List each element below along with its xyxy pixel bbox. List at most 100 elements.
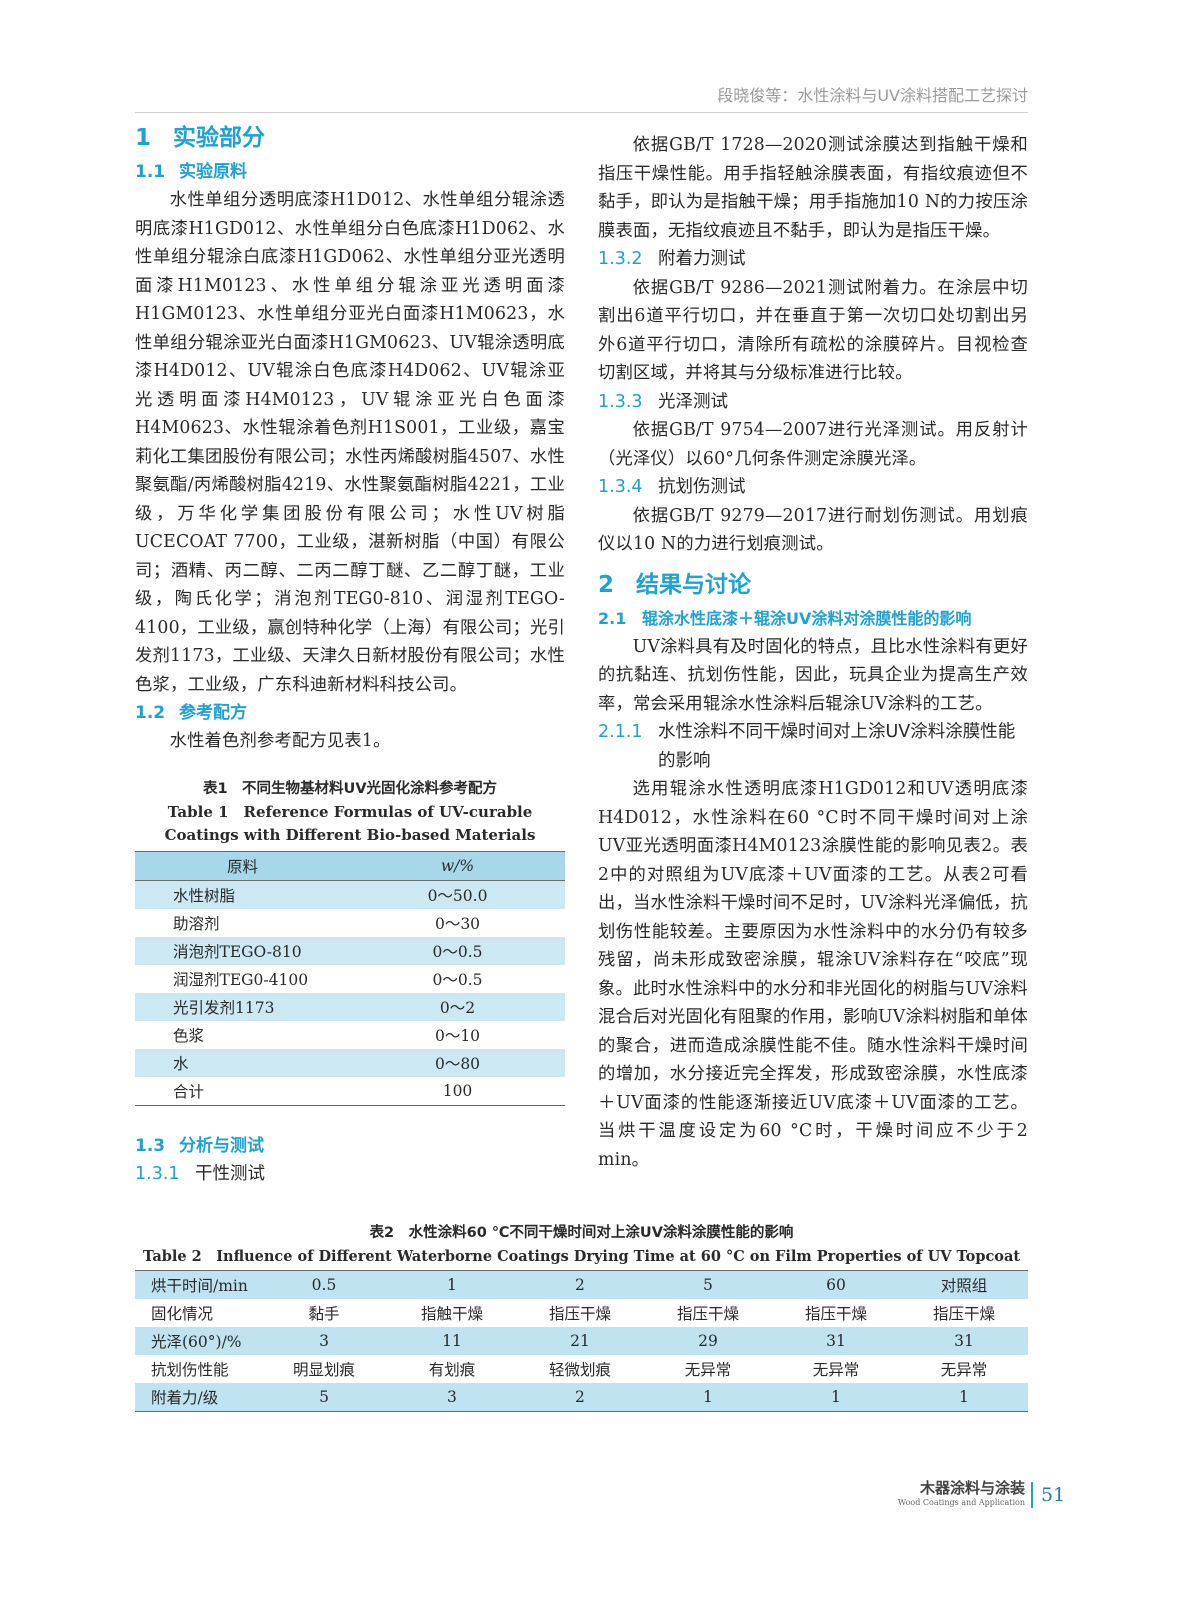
- left-column: 1 实验部分 1.1 实验原料 水性单组分透明底漆H1D012、水性单组分辊涂透明底…: [135, 118, 565, 1188]
- table1-caption-en: Table 1 Reference Formulas of UV-curable…: [164, 802, 536, 844]
- table1-caption-cn: 表1 不同生物基材料UV光固化涂料参考配方: [202, 780, 498, 797]
- table-row: 润湿剂TEG0-4100 0～0.5: [135, 965, 565, 993]
- table-cell: 21: [515, 1327, 644, 1355]
- running-header: 段晓俊等：水性涂料与UV涂料搭配工艺探讨: [135, 82, 1028, 113]
- section-title: 干性测试: [195, 1163, 265, 1184]
- section-number: 1.3.1: [135, 1163, 180, 1184]
- uv-paragraph: UV涂料具有及时固化的特点，且比水性涂料有更好的抗黏连、抗划伤性能，因此，玩具企…: [598, 636, 1028, 714]
- table2-block: 表2 水性涂料60 ℃不同干燥时间对上涂UV涂料涂膜性能的影响 Table 2 …: [135, 1222, 1028, 1412]
- table-header-row: 原料 w/%: [135, 850, 565, 881]
- table-cell: 31: [899, 1327, 1028, 1355]
- right-column: 依据GB/T 1728—2020测试涂膜达到指触干燥和指压干燥性能。用手指轻触涂…: [598, 131, 1028, 1174]
- table-cell: 0～80: [350, 1048, 565, 1077]
- section-number: 1.3.3: [598, 391, 643, 412]
- table-row: 光泽(60°)/% 3 11 21 29 31 31: [135, 1327, 1028, 1355]
- scratch-paragraph: 依据GB/T 9279—2017进行耐划伤测试。用划痕仪以10 N的力进行划痕测…: [598, 505, 1028, 555]
- section-title: 水性涂料不同干燥时间对上涂UV涂料涂膜性能的影响: [658, 722, 1016, 771]
- result-paragraph: 选用辊涂水性透明底漆H1GD012和UV透明底漆H4D012，水性涂料在60 °…: [598, 779, 1028, 1170]
- table-cell: 轻微划痕: [548, 1361, 611, 1379]
- materials-paragraph: 水性单组分透明底漆H1D012、水性单组分辊涂透明底漆H1GD012、水性单组分…: [135, 190, 565, 695]
- table-cell: 5: [260, 1383, 388, 1412]
- table-cell: 1: [899, 1383, 1028, 1412]
- table-cell: 0～10: [434, 1026, 481, 1045]
- table-row: 助溶剂 0～30: [135, 909, 565, 937]
- table-cell: 指压干燥: [804, 1305, 867, 1323]
- table-cell: 1: [643, 1383, 772, 1412]
- table-cell: 0～0.5: [350, 936, 565, 965]
- table2: 烘干时间/min 0.5 1 2 5 60 对照组 固化情况 黏手 指触干燥 指压干燥 指压干燥 指压…: [135, 1270, 1028, 1412]
- table-cell: 11: [388, 1327, 516, 1355]
- table-cell: 指压干燥: [548, 1305, 611, 1323]
- table-cell: 无异常: [940, 1361, 988, 1379]
- section-1-3-2-heading: 1.3.2 附着力测试: [598, 245, 1028, 274]
- table-row: 水性树脂 0～50.0: [135, 880, 565, 909]
- section-title: 附着力测试: [658, 249, 746, 269]
- journal-logo: 木器涂料与涂装 Wood Coatings and Application: [898, 1477, 1025, 1507]
- table-cell: 5: [643, 1270, 772, 1299]
- formula-paragraph: 水性着色剂参考配方见表1。: [169, 731, 391, 751]
- table-cell: 0～50.0: [350, 880, 565, 909]
- section-1-heading: 1 实验部分: [135, 118, 565, 158]
- journal-name-en: Wood Coatings and Application: [897, 1498, 1025, 1507]
- table-cell: 明显划痕: [293, 1361, 356, 1379]
- section-1-3-heading: 1.3 分析与测试: [135, 1132, 565, 1160]
- section-title: 实验部分: [173, 125, 265, 151]
- section-number: 2.1.1: [598, 722, 643, 742]
- table-cell: 有划痕: [428, 1361, 476, 1379]
- table-cell: 0～0.5: [432, 970, 483, 989]
- section-number: 1.1: [135, 162, 166, 182]
- table-cell: 指压干燥: [676, 1305, 739, 1323]
- section-1-2-heading: 1.2 参考配方: [135, 699, 565, 727]
- section-number: 1.3.4: [598, 477, 643, 497]
- section-1-3-4-heading: 1.3.4 抗划伤测试: [598, 473, 1028, 502]
- section-title: 参考配方: [179, 703, 247, 723]
- table-cell: 烘干时间/min: [135, 1270, 261, 1299]
- table-cell: 黏手: [308, 1305, 340, 1323]
- table-cell: 1: [771, 1383, 900, 1412]
- table-row: 消泡剂TEGO-810 0～0.5: [135, 936, 565, 965]
- table-cell: 3: [260, 1327, 388, 1355]
- table-cell: 29: [643, 1327, 772, 1355]
- table-cell: 2: [515, 1383, 644, 1412]
- section-title: 抗划伤测试: [658, 477, 746, 497]
- table-row: 附着力/级 5 3 2 1 1 1: [135, 1383, 1028, 1412]
- table-cell: 0～30: [434, 914, 481, 933]
- table-cell: 色浆: [173, 1026, 205, 1045]
- table1-block: 表1 不同生物基材料UV光固化涂料参考配方 Table 1 Reference …: [135, 778, 565, 1106]
- section-1-3-3-heading: 1.3.3 光泽测试: [598, 388, 1028, 417]
- section-number: 1.3: [135, 1135, 166, 1156]
- journal-name-cn: 木器涂料与涂装: [919, 1479, 1025, 1497]
- column-header: w/%: [350, 850, 565, 881]
- section-2-1-heading: 2.1 辊涂水性底漆＋辊涂UV涂料对涂膜性能的影响: [598, 605, 1028, 633]
- table-cell: 水性树脂: [135, 880, 350, 909]
- table-cell: 60: [771, 1270, 900, 1299]
- table-cell: 0～2: [350, 992, 565, 1021]
- table-cell: 抗划伤性能: [151, 1361, 229, 1379]
- table-cell: 固化情况: [151, 1305, 214, 1323]
- table-row: 烘干时间/min 0.5 1 2 5 60 对照组: [135, 1270, 1028, 1299]
- section-2-1-1-heading: 2.1.1 水性涂料不同干燥时间对上涂UV涂料涂膜性能的影响: [598, 718, 1028, 775]
- gloss-paragraph: 依据GB/T 9754—2007进行光泽测试。用反射计（光泽仪）以60°几何条件…: [598, 420, 1028, 469]
- table-cell: 合计: [135, 1076, 350, 1106]
- section-number: 2: [598, 571, 615, 598]
- section-number: 1: [135, 125, 152, 151]
- table-cell: 指压干燥: [932, 1305, 995, 1323]
- table2-caption-en: Table 2 Influence of Different Waterborn…: [142, 1248, 1021, 1265]
- section-number: 1.3.2: [598, 249, 643, 269]
- section-title: 辊涂水性底漆＋辊涂UV涂料对涂膜性能的影响: [642, 608, 972, 628]
- column-header: 原料: [135, 850, 350, 881]
- table-cell: 31: [771, 1327, 900, 1355]
- section-title: 光泽测试: [658, 391, 728, 412]
- table-cell: 1: [388, 1270, 516, 1299]
- section-title: 结果与讨论: [636, 571, 751, 598]
- table-row: 光引发剂1173 0～2: [135, 992, 565, 1021]
- table-cell: 光泽(60°)/%: [135, 1327, 261, 1355]
- table-cell: 润湿剂TEG0-4100: [173, 970, 309, 989]
- table-cell: 无异常: [812, 1361, 860, 1379]
- table-cell: 消泡剂TEGO-810: [135, 936, 350, 965]
- table-cell: 水: [135, 1048, 350, 1077]
- table-row: 合计 100: [135, 1076, 565, 1106]
- table-cell: 光引发剂1173: [135, 992, 350, 1021]
- table-cell: 附着力/级: [135, 1383, 261, 1412]
- section-1-1-heading: 1.1 实验原料: [135, 158, 565, 186]
